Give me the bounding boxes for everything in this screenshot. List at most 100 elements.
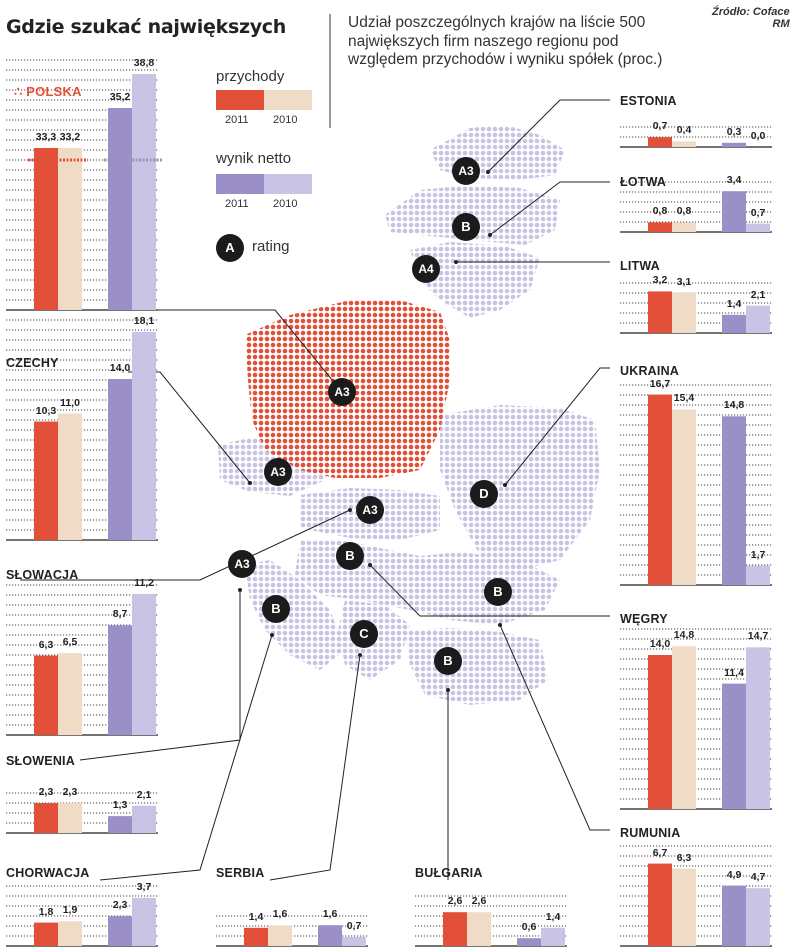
leader-line [99,634,273,881]
data-label: 0,4 [676,124,692,137]
data-label: 0,7 [652,120,668,133]
data-label: 1,7 [750,548,766,561]
rating-badge: B [452,213,480,241]
bar-net2010 [746,223,770,232]
bar-rev2010 [58,921,82,946]
bar-net2010 [132,331,156,540]
bar-rev2010 [467,912,491,946]
bar-net2011 [318,925,342,946]
bar-rev2010 [672,292,696,333]
data-label: 0,8 [676,205,692,218]
data-label: 2,1 [136,788,152,801]
leader-dot [498,623,502,627]
bar-net2010 [746,305,770,333]
bar-net2010 [342,936,366,946]
rating-badge: A3 [328,378,356,406]
data-label: 6,3 [38,638,54,651]
map-croatia [245,560,345,670]
legend-swatch-net2010 [264,174,312,194]
data-label: 4,7 [750,871,766,884]
data-label: 14,0 [109,362,131,374]
legend-rating-badge: A [216,234,244,262]
bar-net2010 [541,927,565,946]
leader-dot [270,633,274,637]
country-name: ∴ POLSKA [14,84,82,99]
legend-revenue-label: przychody [216,68,285,85]
data-label: 6,5 [62,636,78,649]
data-label: 1,4 [726,297,742,310]
leader-dot [368,563,372,567]
bar-rev2011 [34,922,58,946]
rating-badge: A3 [356,496,384,524]
data-label: 1,8 [38,905,54,918]
bar-net2011 [722,416,746,585]
data-label: 0,0 [750,130,766,142]
rating-badge: B [434,647,462,675]
bar-rev2011 [34,803,58,833]
bar-net2011 [722,142,746,147]
legend-year-2010: 2010 [273,114,298,126]
data-label: 10,3 [35,404,57,417]
data-label: 0,6 [521,921,537,934]
data-label: 18,1 [133,314,155,327]
bar-rev2011 [648,137,672,147]
data-label: 14,0 [649,638,671,650]
data-label: 0,7 [750,206,766,219]
bar-net2011 [108,108,132,310]
legend-swatch-net2011 [216,174,264,194]
bar-net2010 [132,74,156,310]
legend-net-label: wynik netto [216,150,292,167]
bar-rev2010 [672,141,696,147]
data-label: 35,2 [109,91,131,103]
country-name: CZECHY [6,356,59,370]
leader-line [20,509,351,581]
country-name: UKRAINA [620,364,680,378]
bar-net2010 [746,888,770,946]
leader-dot [486,170,490,174]
bar-rev2011 [34,655,58,735]
data-label: 4,9 [726,868,742,881]
source-line: Źródło: Coface [712,6,790,18]
data-label: 2,6 [471,895,487,908]
leader-dot [503,483,507,487]
bar-rev2010 [58,148,82,310]
data-label: 2,3 [38,786,54,799]
legend-year-2011: 2011 [225,114,249,126]
bar-rev2011 [648,655,672,809]
bar-rev2010 [58,413,82,540]
data-label: 38,8 [133,57,155,69]
bar-rev2010 [268,925,292,946]
rating-badge: A3 [264,458,292,486]
data-label: 2,1 [750,288,766,301]
data-label: 0,7 [346,919,362,932]
legend-swatch-rev2011 [216,90,264,110]
bar-net2011 [108,816,132,833]
bar-net2010 [132,897,156,946]
rating-badge: A3 [228,550,256,578]
bar-rev2010 [58,653,82,735]
rating-badge: B [336,542,364,570]
data-label: 1,4 [545,910,561,923]
country-name: SŁOWENIA [6,754,75,768]
data-label: 3,7 [136,880,152,893]
bar-rev2011 [34,148,58,310]
data-label: 2,3 [62,786,78,799]
country-name: SERBIA [216,866,265,880]
data-label: 1,6 [272,908,288,921]
bar-rev2011 [443,912,467,946]
rating-badge: D [470,480,498,508]
legend-year-2011-net: 2011 [225,198,249,210]
bar-net2011 [108,625,132,735]
bar-rev2010 [672,646,696,809]
data-label: 0,8 [652,205,668,218]
rating-badge: A4 [412,255,440,283]
bar-rev2011 [244,927,268,946]
leader-dot [248,481,252,485]
bar-net2011 [722,683,746,809]
bar-rev2011 [648,394,672,585]
leader-dot [454,260,458,264]
data-label: 33,2 [59,131,81,143]
country-name: ŁOTWA [620,175,667,189]
data-label: 14,8 [723,399,745,412]
legend-swatch-rev2010 [264,90,312,110]
